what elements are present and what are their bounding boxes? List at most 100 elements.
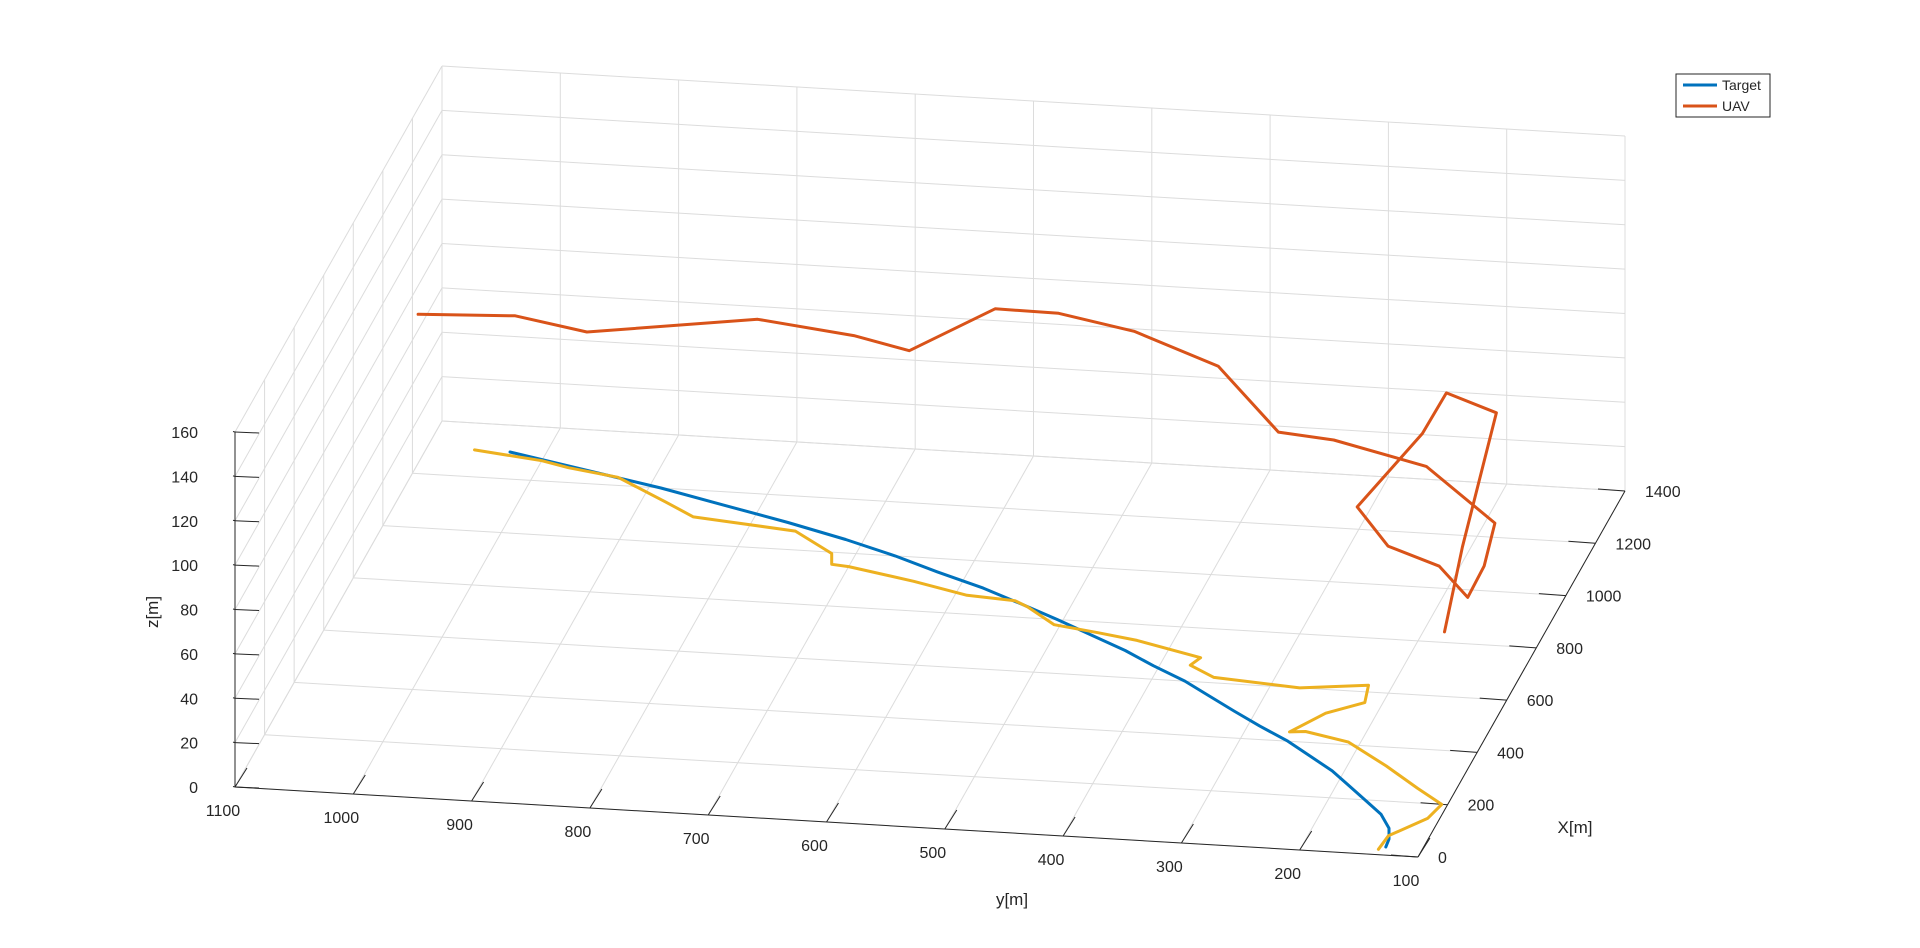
x-tick <box>1509 645 1537 649</box>
z-tick-label: 120 <box>171 514 198 531</box>
z-tick-label: 140 <box>171 469 198 486</box>
x-tick-label: 800 <box>1556 641 1583 658</box>
legend-label-uav: UAV <box>1722 98 1750 114</box>
z-tick-label: 160 <box>171 425 198 442</box>
y-tick <box>1417 837 1431 858</box>
side-wall-gridline-z <box>234 110 443 477</box>
side-wall-gridline-z <box>234 243 443 610</box>
y-tick <box>471 781 485 802</box>
z-tick-label: 100 <box>171 558 198 575</box>
z-tick-inner <box>234 742 260 745</box>
floor-gridline-y <box>944 462 1153 830</box>
y-tick-label: 800 <box>565 824 592 841</box>
legend: Target UAV <box>1675 73 1771 118</box>
y-tick <box>1299 830 1313 851</box>
z-tick-label: 0 <box>189 780 198 797</box>
x-tick <box>1538 593 1566 597</box>
side-wall-gridline-z <box>234 287 443 655</box>
floor-gridline-y <box>1299 483 1508 851</box>
x-axis-label: X[m] <box>1558 818 1593 837</box>
legend-box <box>1675 73 1771 118</box>
y-tick-label: 300 <box>1156 859 1183 876</box>
series-uav-line <box>416 307 1498 634</box>
z-tick-label: 60 <box>180 647 198 664</box>
axes <box>232 431 1626 858</box>
y-tick-label: 200 <box>1274 866 1301 883</box>
x-tick <box>1450 749 1478 753</box>
y-tick-label: 100 <box>1393 873 1420 890</box>
y-tick <box>352 774 366 795</box>
z-tick-label: 80 <box>180 603 198 620</box>
floor-gridline-y <box>707 448 916 816</box>
y-tick <box>234 767 248 788</box>
z-tick-label: 40 <box>180 691 198 708</box>
z-tick <box>232 786 236 788</box>
floor-gridline-x <box>353 577 1537 649</box>
z-tick-inner <box>234 697 260 700</box>
side-wall-gridline-z <box>234 376 443 743</box>
y-tick-label: 500 <box>919 845 946 862</box>
z-tick-inner <box>234 609 260 611</box>
x-tick-label: 600 <box>1527 693 1554 710</box>
floor-gridline-x <box>412 472 1596 544</box>
z-tick <box>232 697 236 699</box>
x-tick-label: 1200 <box>1615 536 1651 553</box>
z-tick <box>232 431 236 433</box>
back-wall-gridline-z <box>441 376 1626 448</box>
x-axis-line <box>1417 490 1626 858</box>
floor-gridline-y <box>471 434 680 802</box>
floor-gridline-y <box>1062 469 1271 837</box>
floor-gridline-x <box>294 681 1478 753</box>
floor-gridline-y <box>1180 476 1389 844</box>
back-wall-gridline-z <box>441 420 1626 492</box>
y-tick <box>1180 823 1194 844</box>
x-tick-label: 400 <box>1497 745 1524 762</box>
z-tick-inner <box>234 653 260 656</box>
side-wall-gridline-z <box>234 65 443 433</box>
back-wall-gridline-z <box>441 198 1626 270</box>
tick-labels: 1002003004005006007008009001000110002004… <box>171 425 1680 890</box>
y-tick-label: 600 <box>801 838 828 855</box>
grid <box>234 65 1626 858</box>
y-tick <box>707 795 721 816</box>
x-tick <box>1479 697 1507 701</box>
back-wall-gridline-z <box>441 65 1626 137</box>
z-tick <box>232 519 236 522</box>
series-target-line <box>508 450 1391 849</box>
y-tick <box>944 809 958 830</box>
side-wall-gridline-z <box>234 420 443 788</box>
z-tick <box>232 564 236 566</box>
y-tick <box>826 802 839 823</box>
x-tick <box>1568 540 1596 544</box>
series-2-line <box>473 448 1444 851</box>
back-wall-gridline-z <box>441 243 1626 314</box>
z-tick-inner <box>234 786 260 789</box>
data-series <box>416 307 1498 851</box>
y-tick-label: 700 <box>683 831 710 848</box>
y-tick-label: 1100 <box>206 803 241 820</box>
x-tick-label: 1000 <box>1586 589 1622 606</box>
y-axis-label: y[m] <box>996 890 1028 909</box>
z-tick-inner <box>234 564 260 567</box>
z-tick-inner <box>234 520 260 523</box>
legend-label-target: Target <box>1722 77 1761 93</box>
y-tick-label: 400 <box>1038 852 1065 869</box>
floor-gridline-x <box>382 525 1566 597</box>
z-tick-inner <box>234 431 260 434</box>
x-tick <box>1597 488 1626 492</box>
z-tick <box>232 741 236 744</box>
side-wall-gridline-z <box>234 332 443 699</box>
back-wall-gridline-z <box>441 154 1626 226</box>
floor-gridline-y <box>826 455 1034 823</box>
z-tick <box>232 608 236 610</box>
x-tick-label: 1400 <box>1645 484 1681 501</box>
y-tick-label: 900 <box>446 817 473 834</box>
z-tick <box>232 652 236 655</box>
floor-gridline-y <box>352 427 561 795</box>
x-tick-label: 0 <box>1438 850 1447 867</box>
y-tick <box>1062 816 1076 837</box>
back-wall-gridline-z <box>441 331 1626 403</box>
floor-gridline-y <box>589 441 798 809</box>
floor-gridline-x <box>323 629 1507 701</box>
